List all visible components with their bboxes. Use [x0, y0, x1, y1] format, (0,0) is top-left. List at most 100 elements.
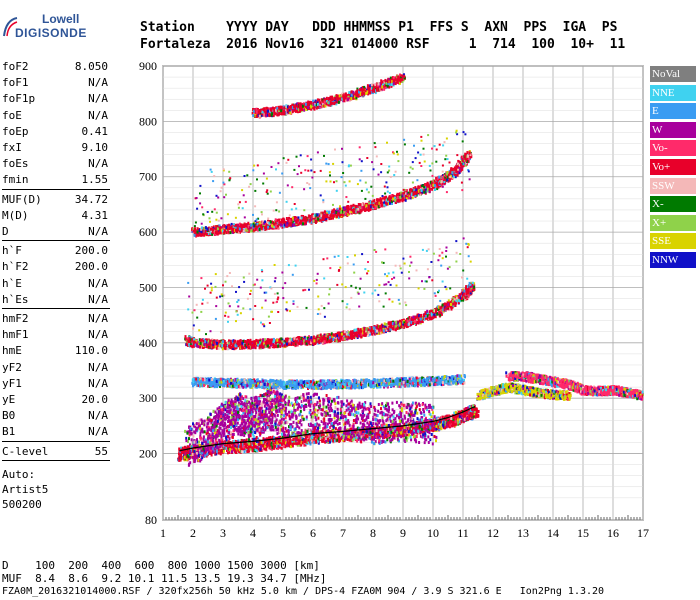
logo-swoosh-icon	[3, 17, 18, 37]
echo-point	[289, 425, 292, 429]
echo-point	[245, 421, 247, 425]
echo-point	[369, 431, 372, 435]
echo-point	[352, 406, 355, 410]
echo-point	[356, 439, 359, 443]
echo-point	[281, 395, 284, 399]
echo-point	[389, 419, 392, 423]
separator	[2, 240, 110, 242]
echo-point	[424, 428, 427, 432]
echo-point	[347, 421, 350, 425]
echo-point	[400, 402, 403, 406]
echo-point	[197, 376, 200, 380]
param-name: foF1	[2, 76, 29, 90]
echo-point	[243, 415, 246, 419]
echo-point	[366, 415, 368, 419]
echo-point	[263, 383, 266, 386]
echo-point	[191, 452, 194, 456]
echo-point	[466, 417, 469, 421]
echo-point	[251, 407, 254, 411]
param-row: hmF1 N/A	[2, 328, 108, 342]
echo-point	[420, 427, 423, 431]
echo-point	[208, 427, 211, 431]
echo-point	[395, 400, 398, 404]
echo-point	[344, 436, 347, 440]
echo-point	[394, 417, 397, 421]
param-row: D N/A	[2, 225, 108, 239]
echo-point	[249, 445, 252, 449]
echo-point	[338, 438, 341, 442]
echo-point	[189, 427, 192, 430]
echo-point	[363, 424, 366, 428]
y-tick-label: 400	[139, 336, 157, 350]
echo-point	[361, 425, 364, 429]
echo-point	[294, 408, 297, 412]
echo-point	[225, 378, 228, 382]
echo-point	[382, 431, 385, 435]
param-value: 34.72	[74, 192, 108, 206]
echo-point	[258, 406, 261, 410]
echo-point	[264, 392, 267, 396]
echo-point	[276, 413, 279, 417]
echo-point	[363, 419, 366, 423]
echo-point	[236, 421, 239, 425]
x-tick-label: 3	[220, 526, 226, 540]
echo-point	[327, 429, 330, 433]
echo-point	[272, 379, 275, 383]
echo-point	[398, 416, 401, 420]
echo-point	[262, 379, 265, 383]
echo-point	[407, 430, 410, 434]
echo-point	[234, 403, 237, 406]
echo-point	[429, 438, 432, 442]
echo-point	[396, 437, 399, 441]
echo-point	[411, 417, 414, 420]
echo-point	[215, 384, 218, 388]
echo-point	[333, 433, 336, 437]
echo-point	[370, 405, 373, 408]
echo-point	[219, 432, 222, 436]
param-name: fxI	[2, 141, 22, 154]
echo-point	[268, 411, 271, 414]
echo-point	[221, 431, 224, 435]
echo-point	[418, 425, 421, 429]
echo-point	[271, 399, 274, 403]
param-row: foE N/A	[2, 109, 108, 123]
echo-point	[242, 409, 245, 412]
echo-point	[414, 401, 417, 405]
param-row: B1 N/A	[2, 425, 108, 439]
x-tick-label: 6	[310, 526, 316, 540]
echo-point	[379, 419, 382, 423]
param-name: h`F	[2, 244, 22, 258]
echo-point	[325, 394, 328, 397]
echo-point	[250, 427, 253, 431]
echo-point	[202, 435, 205, 439]
param-row: fmin 1.55	[2, 173, 108, 187]
echo-point	[206, 422, 209, 426]
echo-point	[424, 437, 427, 441]
echo-point	[230, 415, 233, 419]
param-name: foF1p	[2, 92, 36, 106]
echo-point	[257, 442, 260, 446]
param-value: N/A	[88, 92, 108, 106]
echo-point	[329, 414, 332, 418]
echo-point	[273, 395, 276, 398]
echo-point	[328, 421, 331, 424]
echo-point	[314, 413, 317, 417]
x-tick-label: 4	[250, 526, 256, 540]
echo-point	[292, 420, 295, 424]
y-tick-label: 600	[139, 225, 157, 239]
param-value: 9.10	[81, 141, 109, 154]
echo-point	[207, 434, 210, 438]
echo-point	[195, 454, 198, 458]
echo-point	[283, 414, 285, 418]
echo-point	[220, 402, 223, 406]
echo-point	[400, 435, 403, 439]
header-values: Fortaleza 2016 Nov16 321 014000 RSF 1 71…	[140, 37, 626, 52]
echo-point	[288, 400, 290, 404]
echo-point	[371, 429, 374, 433]
echo-point	[187, 455, 190, 459]
echo-point	[286, 421, 289, 425]
echo-point	[334, 402, 337, 406]
echo-point	[207, 449, 210, 453]
echo-point	[222, 379, 225, 383]
echo-point	[276, 409, 279, 413]
